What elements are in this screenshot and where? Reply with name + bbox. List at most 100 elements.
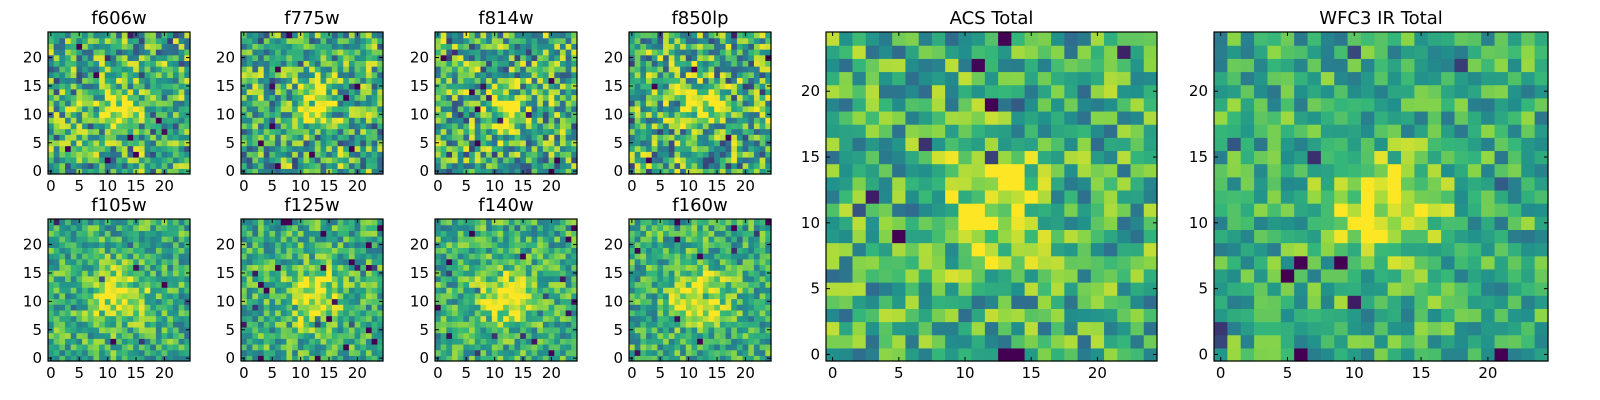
heatmap-cell: [634, 168, 641, 175]
heatmap-cell: [736, 151, 744, 158]
heatmap-cell: [161, 88, 168, 96]
heatmap-cell: [82, 88, 89, 96]
heatmap-cell: [765, 134, 772, 141]
y-tick-label: 15: [23, 77, 42, 95]
heatmap-cell: [452, 122, 459, 130]
y-tick-label: 10: [23, 292, 42, 310]
heatmap-cell: [280, 281, 288, 288]
heatmap-cell: [469, 128, 476, 135]
heatmap-cell: [241, 287, 248, 294]
heatmap-cell: [82, 332, 89, 339]
heatmap-cell: [469, 83, 476, 90]
heatmap-cell: [565, 270, 572, 277]
heatmap-cell: [326, 338, 333, 345]
heatmap-cell: [127, 338, 134, 345]
heatmap-cell: [360, 117, 367, 124]
heatmap-cell: [365, 258, 373, 266]
heatmap-cell: [309, 83, 316, 90]
heatmap-cell: [377, 77, 384, 84]
heatmap-cell: [320, 332, 327, 339]
heatmap-cell: [486, 321, 493, 328]
heatmap-cell: [435, 122, 442, 130]
heatmap-cell: [337, 168, 344, 175]
heatmap-cell: [246, 241, 253, 248]
heatmap-cell: [297, 71, 305, 79]
heatmap-cell: [331, 315, 339, 322]
heatmap-cell: [646, 145, 653, 152]
heatmap-cell: [76, 122, 83, 130]
heatmap-cell: [331, 338, 339, 345]
heatmap-cell: [348, 162, 356, 169]
heatmap-cell: [161, 287, 168, 294]
heatmap-cell: [184, 275, 191, 283]
heatmap-cell: [365, 338, 373, 345]
heatmap-cell: [629, 134, 636, 141]
heatmap-cell: [714, 105, 721, 113]
heatmap-cell: [314, 270, 322, 277]
heatmap-cell: [263, 122, 270, 130]
heatmap-cell: [452, 54, 459, 61]
heatmap-cell: [343, 281, 350, 288]
heatmap-cell: [520, 128, 527, 135]
heatmap-cell: [121, 43, 129, 50]
heatmap-cell: [765, 349, 772, 356]
heatmap-cell: [116, 83, 123, 90]
heatmap-cell: [452, 49, 459, 56]
heatmap-cell: [144, 338, 151, 345]
heatmap-cell: [554, 105, 561, 113]
heatmap-cell: [469, 77, 476, 84]
heatmap-cell: [680, 66, 687, 73]
heatmap-cell: [320, 83, 327, 90]
heatmap-cell: [486, 224, 493, 231]
heatmap-cell: [155, 338, 163, 345]
heatmap-cell: [548, 100, 555, 107]
heatmap-cell: [326, 88, 333, 96]
heatmap-cell: [258, 253, 265, 260]
heatmap-cell: [133, 315, 140, 322]
heatmap-cell: [377, 343, 384, 351]
heatmap-cell: [365, 151, 373, 158]
heatmap-cell: [104, 60, 112, 67]
heatmap-cell: [127, 32, 134, 39]
heatmap-cell: [354, 88, 361, 96]
heatmap-cell: [326, 281, 333, 288]
heatmap-cell: [348, 77, 356, 84]
heatmap-cell: [138, 258, 146, 266]
heatmap-cell: [525, 338, 533, 345]
heatmap-cell: [463, 54, 470, 61]
heatmap-cell: [646, 60, 653, 67]
heatmap-cell: [497, 219, 504, 226]
heatmap-cell: [571, 66, 578, 73]
heatmap-cell: [725, 145, 732, 152]
heatmap-cell: [691, 343, 698, 351]
heatmap-cell: [491, 281, 499, 288]
heatmap-cell: [629, 122, 636, 130]
heatmap-cell: [354, 343, 361, 351]
heatmap-cell: [127, 224, 134, 231]
heatmap-cell: [559, 128, 567, 135]
heatmap-cell: [446, 37, 453, 44]
heatmap-cell: [331, 37, 339, 44]
heatmap-cell: [668, 71, 676, 79]
heatmap-cell: [486, 304, 493, 311]
heatmap-cell: [110, 338, 117, 345]
heatmap-cell: [742, 60, 749, 67]
heatmap-cell: [343, 338, 350, 345]
heatmap-cell: [172, 275, 180, 283]
heatmap-cell: [314, 298, 322, 305]
heatmap-cell: [725, 134, 732, 141]
heatmap-cell: [343, 134, 350, 141]
heatmap-cell: [48, 162, 55, 169]
heatmap-cell: [542, 219, 550, 226]
heatmap-cell: [748, 100, 755, 107]
heatmap-cell: [269, 49, 276, 56]
heatmap-cell: [65, 258, 72, 266]
heatmap-cell: [246, 32, 253, 39]
heatmap-cell: [663, 128, 670, 135]
heatmap-cell: [280, 326, 288, 334]
heatmap-cell: [503, 105, 510, 113]
heatmap-cell: [708, 32, 715, 39]
heatmap-cell: [571, 292, 578, 300]
heatmap-cell: [503, 43, 510, 50]
heatmap-cell: [320, 219, 327, 226]
